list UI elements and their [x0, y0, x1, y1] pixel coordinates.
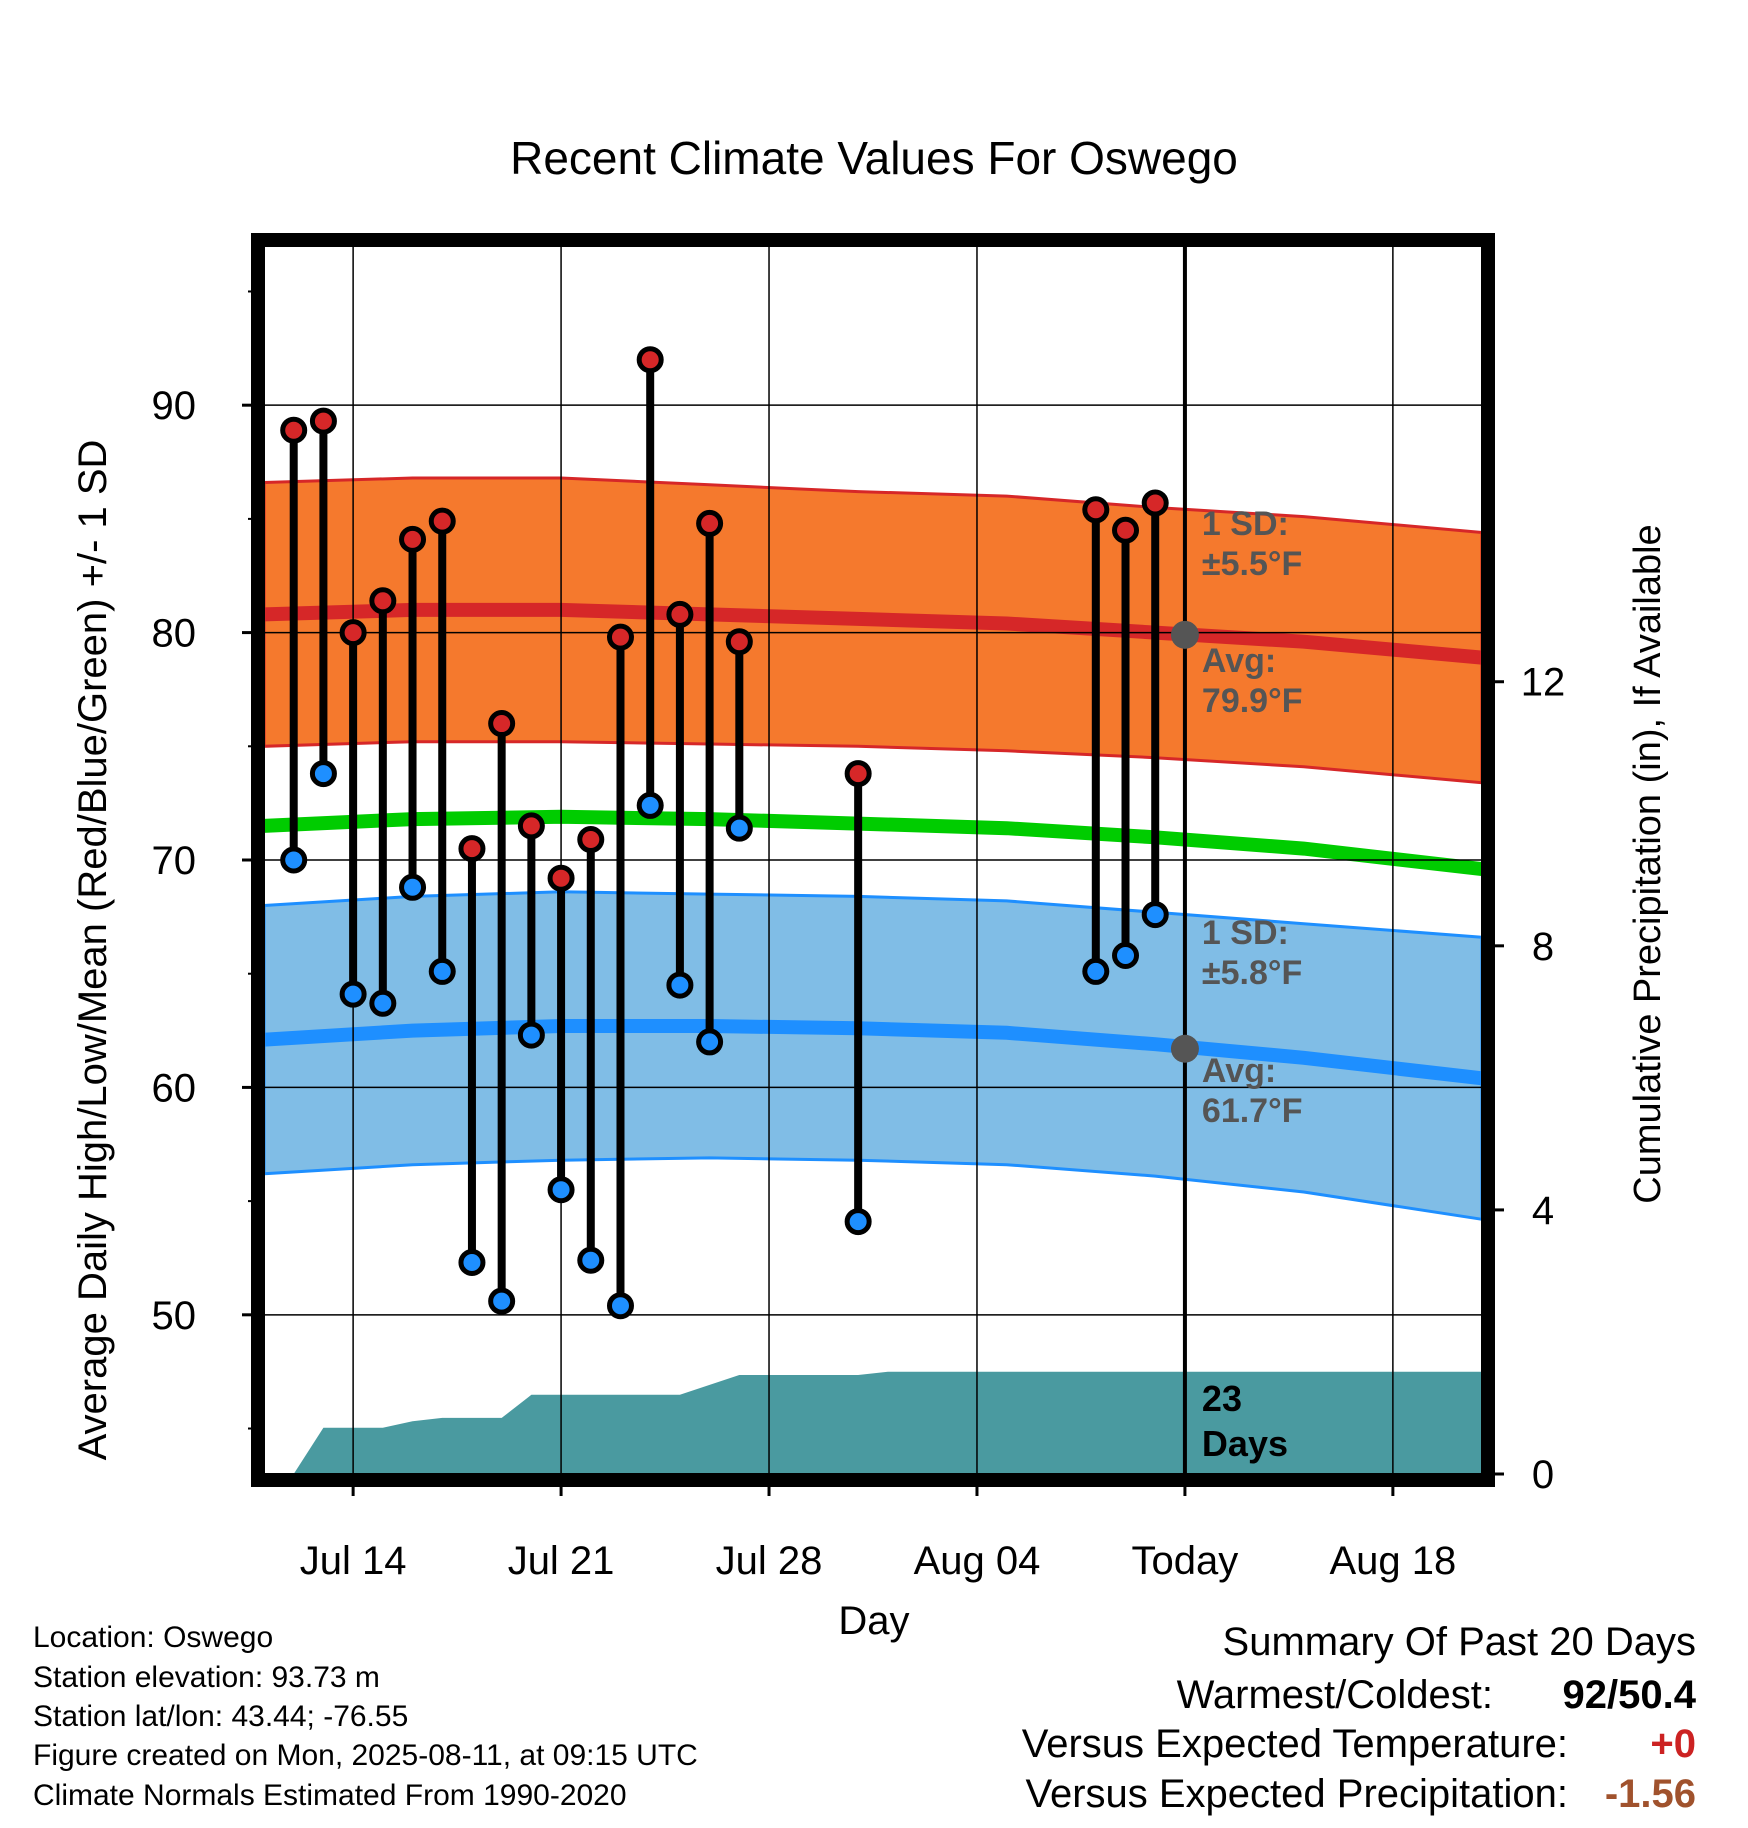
latlon-text: Station lat/lon: 43.44; -76.55 [33, 1700, 409, 1733]
y-tick-label: 90 [152, 384, 197, 428]
obs-low-point [696, 1028, 724, 1056]
obs-high-point [488, 710, 516, 738]
obs-high-point [458, 835, 486, 863]
today-high-avg-marker [1170, 620, 1199, 649]
temp-label: Versus Expected Temperature: [1021, 1722, 1568, 1766]
x-tick-label: Today [1132, 1539, 1239, 1583]
obs-high-point [1141, 489, 1169, 517]
summary-title: Summary Of Past 20 Days [1222, 1620, 1696, 1664]
normals-text: Climate Normals Estimated From 1990-2020 [33, 1779, 627, 1812]
obs-high-point [636, 346, 664, 374]
obs-high-point [606, 623, 634, 651]
obs-low-point [606, 1292, 634, 1320]
low-avg-value: 61.7°F [1202, 1092, 1303, 1130]
x-axis-label: Day [838, 1599, 909, 1643]
location-text: Location: Oswego [33, 1621, 274, 1654]
high-sd-value: ±5.5°F [1202, 545, 1302, 583]
obs-high-point [577, 826, 605, 854]
days-count: 23 [1202, 1378, 1242, 1419]
high-sd-label: 1 SD: [1202, 505, 1289, 543]
high-avg-line [263, 602, 1483, 665]
obs-low-point [369, 989, 397, 1017]
obs-low-point [280, 846, 308, 874]
obs-low-point [428, 957, 456, 985]
obs-low-point [488, 1287, 516, 1315]
warm-cold-value: 92/50.4 [1562, 1673, 1696, 1717]
obs-high-point [280, 416, 308, 444]
obs-low-point [517, 1021, 545, 1049]
mean-avg-line [263, 809, 1483, 877]
days-label: Days [1202, 1423, 1288, 1464]
x-tick-label: Jul 14 [300, 1539, 407, 1583]
obs-low-point [1141, 901, 1169, 929]
x-tick-label: Aug 18 [1329, 1539, 1456, 1583]
y2-tick-label: 4 [1532, 1189, 1554, 1233]
y-tick-label: 70 [152, 839, 197, 883]
obs-low-point [1112, 942, 1140, 970]
obs-high-point [844, 760, 872, 788]
obs-high-point [517, 812, 545, 840]
elevation-text: Station elevation: 93.73 m [33, 1661, 380, 1694]
obs-high-point [1112, 516, 1140, 544]
precip-area [264, 1371, 1482, 1474]
obs-high-point [309, 407, 337, 435]
obs-high-point [1082, 496, 1110, 524]
x-tick-label: Jul 21 [508, 1539, 615, 1583]
obs-high-point [339, 619, 367, 647]
temp-value: +0 [1650, 1722, 1696, 1766]
obs-low-point [1082, 957, 1110, 985]
x-tick-label: Jul 28 [716, 1539, 823, 1583]
precip-label: Versus Expected Precipitation: [1025, 1772, 1568, 1816]
obs-low-point [636, 791, 664, 819]
obs-high-point [399, 525, 427, 553]
obs-low-point [339, 980, 367, 1008]
obs-high-point [428, 507, 456, 535]
low-sd-label: 1 SD: [1202, 914, 1289, 952]
y2-tick-label: 8 [1532, 925, 1554, 969]
y-tick-label: 60 [152, 1066, 197, 1110]
obs-high-point [666, 600, 694, 628]
obs-high-point [725, 628, 753, 656]
obs-low-point [577, 1246, 605, 1274]
obs-low-point [309, 760, 337, 788]
y2-tick-label: 0 [1532, 1453, 1554, 1497]
y-tick-label: 80 [152, 612, 197, 656]
obs-low-point [547, 1176, 575, 1204]
obs-low-point [666, 971, 694, 999]
chart-title: Recent Climate Values For Oswego [510, 132, 1238, 184]
y2-axis-label: Cumulative Precipitation (in), If Availa… [1627, 524, 1669, 1203]
precip-value: -1.56 [1604, 1772, 1696, 1816]
obs-low-point [725, 814, 753, 842]
obs-low-point [458, 1249, 486, 1277]
created-text: Figure created on Mon, 2025-08-11, at 09… [33, 1739, 698, 1772]
y2-tick-label: 12 [1521, 661, 1566, 705]
x-tick-label: Aug 04 [914, 1539, 1041, 1583]
obs-high-point [547, 864, 575, 892]
y-axis-label: Average Daily High/Low/Mean (Red/Blue/Gr… [71, 440, 115, 1461]
obs-low-point [399, 873, 427, 901]
today-low-avg-marker [1170, 1034, 1199, 1063]
warm-cold-label: Warmest/Coldest: [1176, 1673, 1493, 1717]
low-sd-value: ±5.8°F [1202, 954, 1302, 992]
obs-high-point [369, 587, 397, 615]
y-tick-label: 50 [152, 1294, 197, 1338]
obs-low-point [844, 1208, 872, 1236]
high-avg-value: 79.9°F [1202, 682, 1303, 720]
high-avg-label: Avg: [1202, 642, 1276, 680]
low-avg-label: Avg: [1202, 1052, 1276, 1090]
obs-high-point [696, 509, 724, 537]
